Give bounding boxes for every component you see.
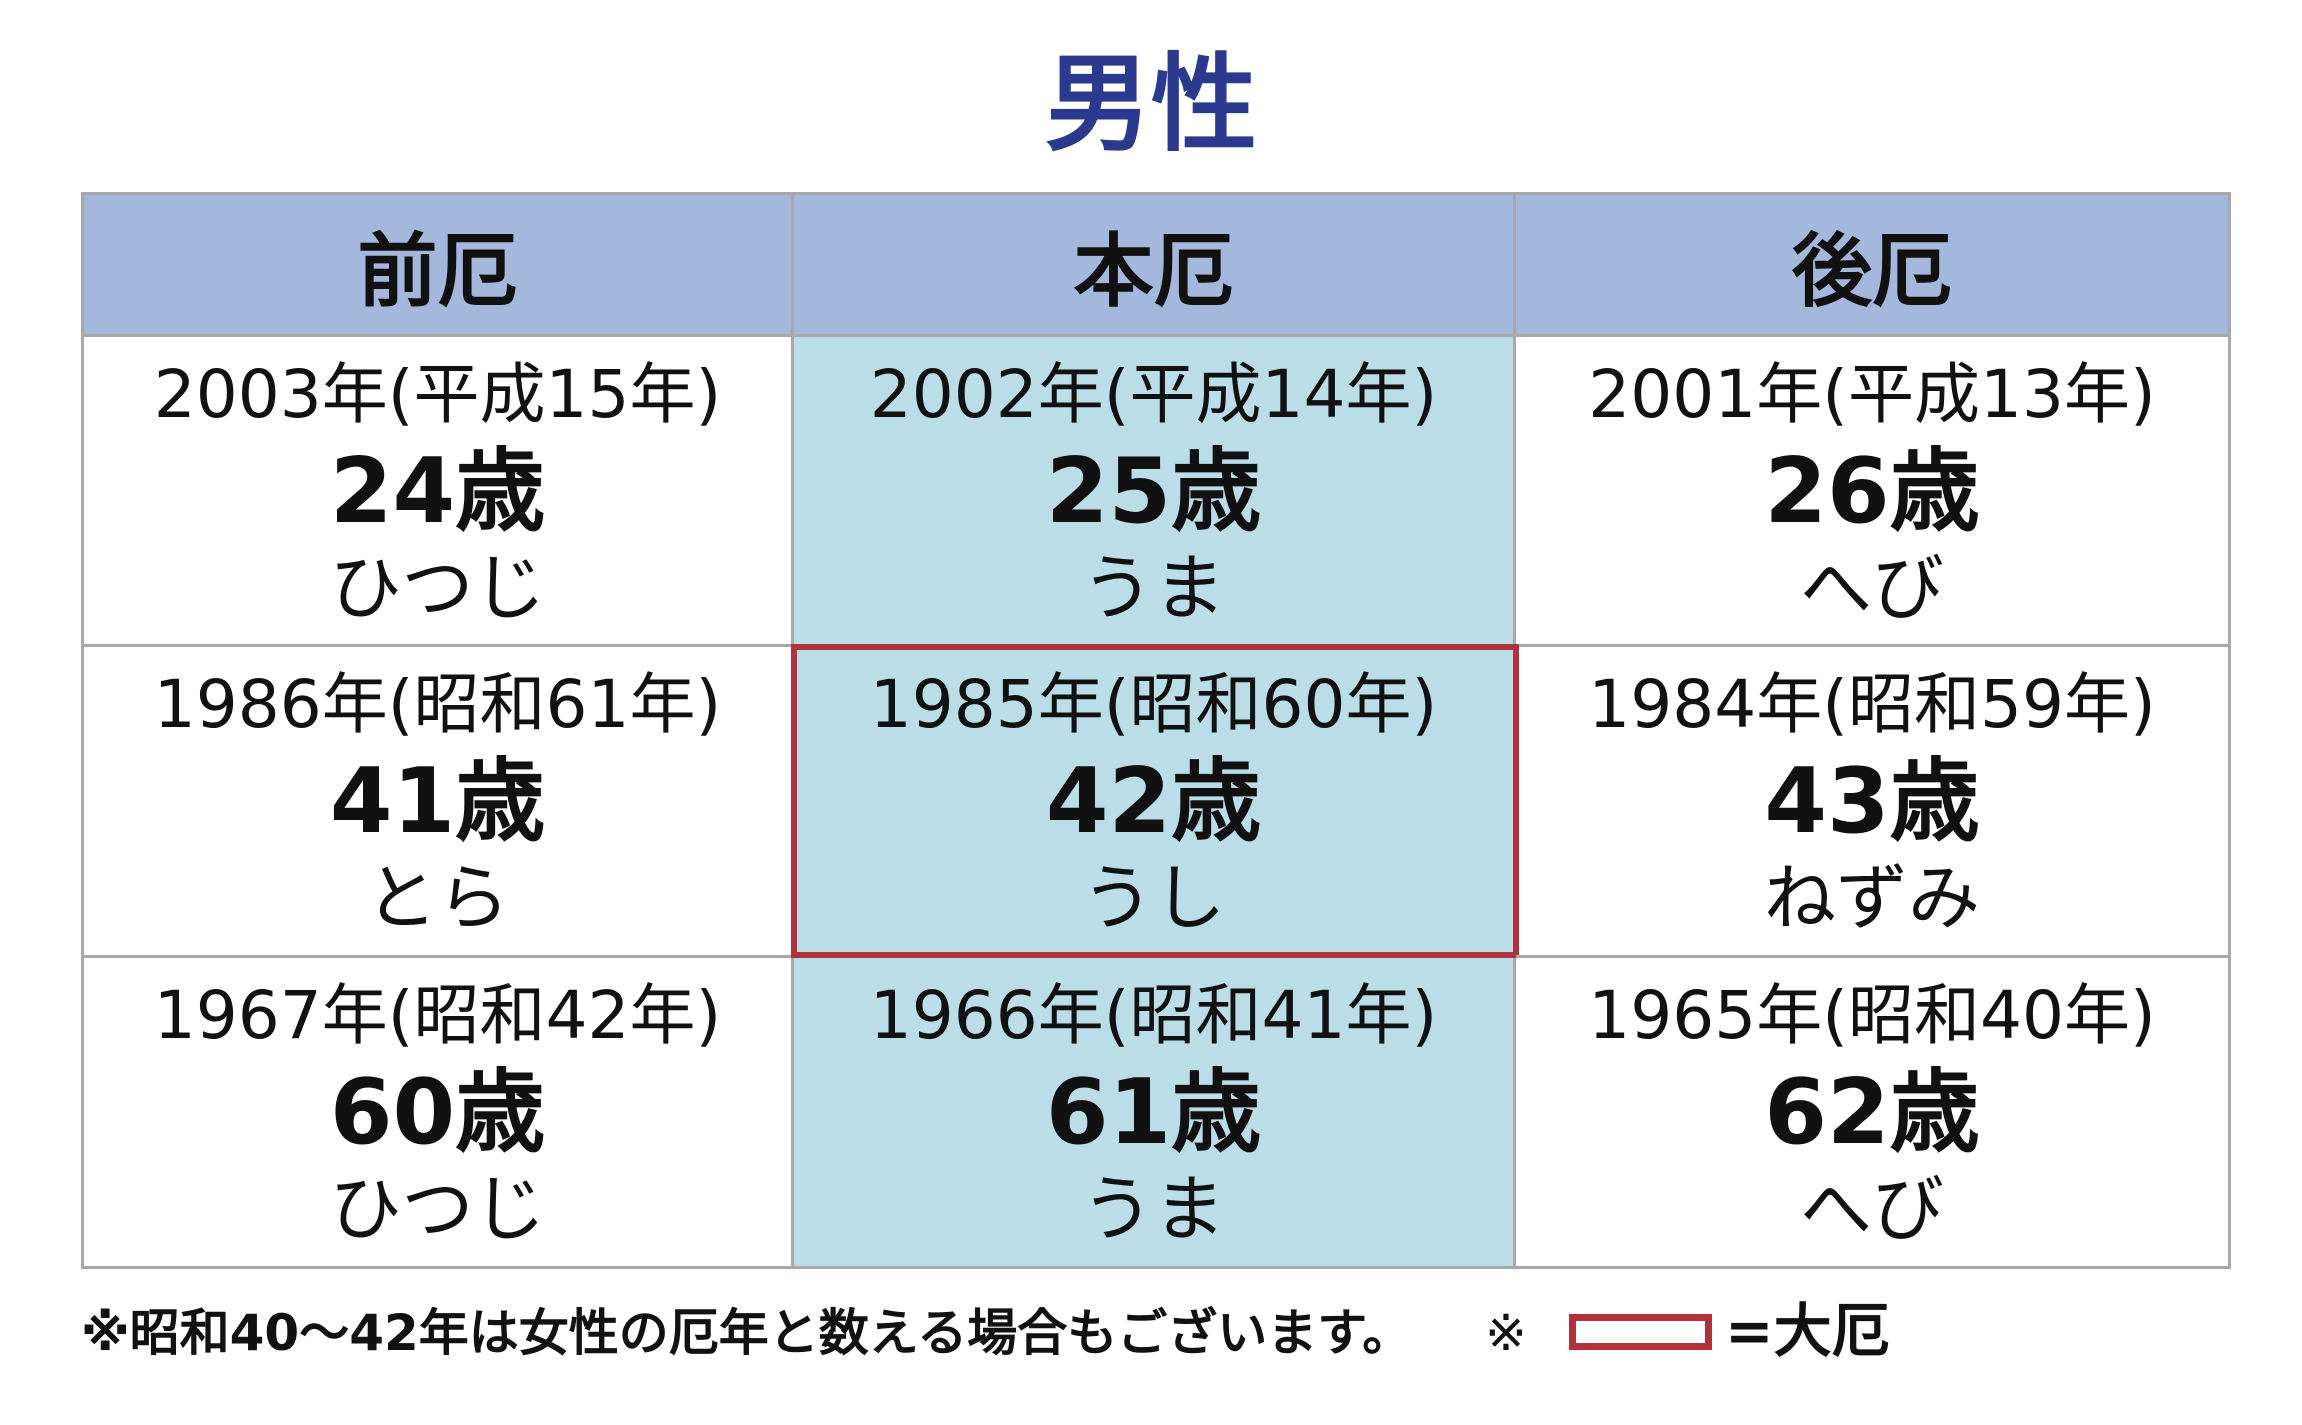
table-cell: 1966年(昭和41年) 61歳 うま <box>794 958 1516 1266</box>
yakudoshi-table: 前厄 本厄 後厄 2003年(平成15年) 24歳 ひつじ 2002年(平成14年) 25歳う… <box>81 192 2231 1269</box>
age: 62歳 <box>1764 1060 1980 1165</box>
birth-year: 1986年(昭和61年) <box>153 666 722 743</box>
title: 男性 <box>1045 43 1257 166</box>
legend-mark: ※ <box>1485 1304 1527 1362</box>
table-cell: 1984年(昭和59年) 43歳 ねずみ <box>1516 647 2228 958</box>
birth-year: 2002年(平成14年) <box>869 355 1438 433</box>
table-cell: 1985年(昭和60年) 42歳 うし <box>791 644 1519 958</box>
legend-label: =大厄 <box>1725 1297 1890 1365</box>
age: 25歳 <box>1045 438 1262 544</box>
column-header: 本厄 <box>794 195 1516 337</box>
birth-year: 1966年(昭和41年) <box>869 977 1438 1054</box>
age: 60歳 <box>329 1060 546 1165</box>
age: 42歳 <box>1045 749 1262 854</box>
birth-year: 1965年(昭和40年) <box>1588 977 2156 1054</box>
zodiac: うし <box>1081 856 1226 940</box>
birth-year: 2001年(平成13年) <box>1588 355 2156 433</box>
column-header: 前厄 <box>84 195 794 337</box>
table-cell: 1965年(昭和40年) 62歳 へび <box>1516 958 2228 1266</box>
table-cell: 2003年(平成15年) 24歳 ひつじ <box>84 337 794 647</box>
table-cell: 1967年(昭和42年) 60歳 ひつじ <box>84 958 794 1266</box>
age: 61歳 <box>1045 1060 1262 1165</box>
age: 41歳 <box>329 749 546 854</box>
age: 43歳 <box>1764 749 1980 854</box>
zodiac: とら <box>365 856 510 940</box>
birth-year: 1967年(昭和42年) <box>153 977 722 1054</box>
age: 26歳 <box>1764 438 1980 544</box>
age: 24歳 <box>329 438 546 544</box>
footnote: ※昭和40～42年は女性の厄年と数える場合もございます。 <box>81 1304 1413 1362</box>
zodiac: うま <box>1081 1167 1226 1251</box>
zodiac: ひつじ <box>329 1167 546 1251</box>
zodiac: へび <box>1799 1167 1944 1251</box>
zodiac: ねずみ <box>1763 856 1980 940</box>
zodiac: ひつじ <box>329 545 546 630</box>
column-header: 後厄 <box>1516 195 2228 337</box>
birth-year: 1985年(昭和60年) <box>869 666 1438 743</box>
table-cell: 2001年(平成13年) 26歳 へび <box>1516 337 2228 647</box>
birth-year: 2003年(平成15年) <box>153 355 722 433</box>
table-cell: 1986年(昭和61年) 41歳 とら <box>84 647 794 958</box>
zodiac: へび <box>1799 545 1944 630</box>
table-cell: 2002年(平成14年) 25歳 うま <box>794 337 1516 647</box>
zodiac: うま <box>1081 545 1226 630</box>
birth-year: 1984年(昭和59年) <box>1588 666 2156 743</box>
legend-box <box>1569 1314 1712 1350</box>
